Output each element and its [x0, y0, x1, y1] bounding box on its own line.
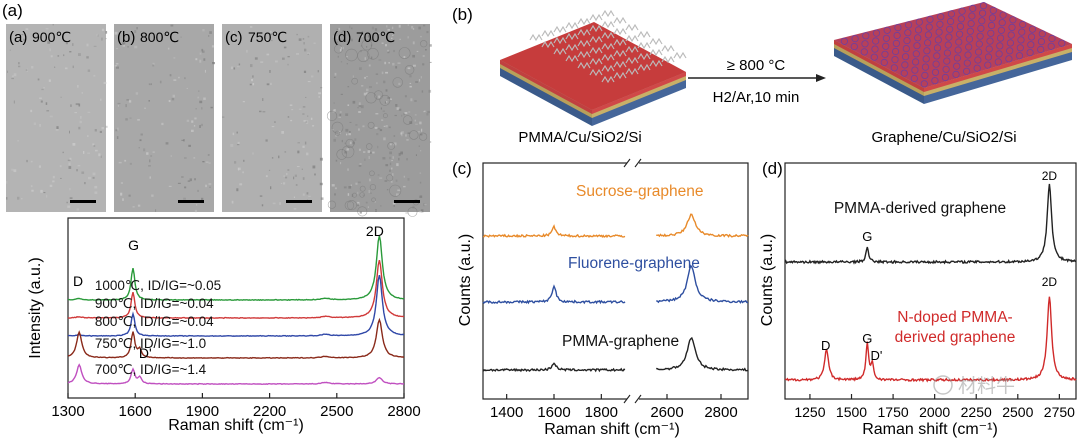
x-tick-label: 2500	[320, 403, 353, 420]
graphene-top-surface	[834, 2, 1072, 88]
series-line-1-seg1	[656, 264, 749, 304]
peak-label: D	[73, 273, 83, 289]
series-line-0-seg1	[656, 213, 749, 238]
peak-label: 2D	[1042, 169, 1058, 183]
peak-label: 2D	[366, 223, 384, 239]
x-tick-label: 1600	[537, 404, 570, 421]
series-line-1-seg0	[482, 284, 626, 305]
pmma-chains	[529, 9, 687, 84]
series-line-2-seg0	[482, 362, 626, 373]
micrograph-row: (a) 900℃ (b) 800℃ (c) 750℃ (d) 700℃	[6, 24, 432, 217]
chart-d-frame	[784, 162, 1077, 400]
series-label-1-line1: N-doped PMMA-	[897, 309, 1012, 326]
x-tick-label: 2200	[253, 403, 286, 420]
schematic-right-wafer	[834, 2, 1072, 104]
graphene-lattice	[840, 2, 1066, 88]
x-tick-label: 2800	[704, 404, 737, 421]
peak-label: G	[862, 229, 872, 244]
series-label-0: Sucrose-graphene	[576, 183, 704, 200]
chart-raman-temperature: 1000℃, ID/IG=~0.05 900℃, ID/IG=~0.04 800℃,…	[27, 217, 421, 434]
scale-bar	[394, 200, 420, 203]
series-line-2-seg1	[656, 336, 749, 372]
process-arrow	[688, 74, 826, 82]
x-tick-label: 2000	[919, 404, 950, 420]
panel-d-label: (d)	[762, 159, 783, 178]
series-line-0-seg0	[482, 224, 626, 239]
peak-label: D	[821, 338, 830, 353]
micrograph-sublabel: (b)	[117, 29, 135, 46]
panel-a-label: (a)	[2, 1, 23, 20]
series-line-3	[67, 317, 405, 359]
micrograph-3: (c) 750℃	[222, 24, 324, 212]
chart-a-frame	[67, 217, 405, 399]
chart-d-ylabel: Counts (a.u.)	[759, 234, 776, 326]
series-line-0	[68, 235, 405, 301]
scale-bar	[70, 200, 96, 203]
peak-label: 2D	[1042, 275, 1058, 289]
series-label-3: 750℃, ID/IG=~1.0	[95, 336, 206, 351]
x-tick-label: 1400	[490, 404, 523, 421]
micrograph-sublabel: (d)	[333, 29, 351, 46]
x-tick-label: 1300	[51, 403, 84, 420]
x-tick-label: 2750	[1044, 404, 1075, 420]
x-tick-label: 1900	[186, 403, 219, 420]
scale-bar	[178, 200, 204, 203]
peak-label: G	[128, 237, 139, 253]
peak-label: D'	[139, 345, 152, 361]
series-label-1: 900℃, ID/IG=~0.04	[95, 296, 214, 311]
series-label-2: 800℃, ID/IG=~0.04	[95, 314, 214, 329]
chart-d-xlabel: Raman shift (cm⁻¹)	[862, 421, 998, 438]
micrograph-4: (d) 700℃	[326, 24, 432, 217]
x-tick-label: 1500	[836, 404, 867, 420]
chart-a-ylabel: Intensity (a.u.)	[27, 257, 44, 358]
micrograph-temperature: 700℃	[356, 29, 395, 45]
condition-temperature: ≥ 800 °C	[727, 57, 786, 74]
chart-c-xlabel: Raman shift (cm⁻¹)	[544, 421, 680, 438]
watermark: 材料牛	[933, 375, 1015, 397]
x-tick-label: 1600	[119, 403, 152, 420]
condition-gas: H2/Ar,10 min	[713, 89, 800, 106]
series-line-1	[784, 296, 1077, 383]
series-label-0: 1000℃, ID/IG=~0.05	[95, 278, 221, 293]
micrograph-2: (b) 800℃	[114, 24, 215, 213]
micrograph-temperature: 750℃	[248, 29, 287, 45]
series-line-4	[67, 363, 405, 386]
x-tick-label: 2600	[650, 404, 683, 421]
x-tick-label: 1800	[585, 404, 618, 421]
x-tick-label: 1750	[878, 404, 909, 420]
series-label-1: Fluorene-graphene	[568, 255, 700, 272]
chart-c-frame	[482, 162, 749, 400]
chart-a-xlabel: Raman shift (cm⁻¹)	[168, 417, 304, 434]
panel-b-label: (b)	[452, 5, 473, 24]
panel-c-label: (c)	[452, 159, 472, 178]
schematic-left-wafer	[500, 9, 687, 126]
series-line-1	[67, 259, 405, 320]
x-tick-label: 1250	[794, 404, 825, 420]
scale-bar	[286, 200, 312, 203]
micrograph-temperature: 900℃	[32, 29, 71, 45]
chart-c-ylabel: Counts (a.u.)	[457, 234, 474, 326]
substrate-left-label: PMMA/Cu/SiO2/Si	[518, 129, 641, 146]
chart-raman-precursors: Sucrose-graphene Fluorene-graphene PMMA-gr…	[457, 158, 749, 438]
series-label-2: PMMA-graphene	[562, 333, 679, 350]
series-label-4: 700℃, ID/IG=~1.4	[95, 362, 207, 377]
micrograph-1: (a) 900℃	[6, 24, 108, 212]
peak-label: D'	[871, 348, 883, 363]
chart-raman-ndoped: 1250 1500 1750 2000 2250 2500 2750 PMMA-derive…	[759, 162, 1077, 438]
x-tick-label: 2500	[1002, 404, 1033, 420]
series-label-1-line2: derived graphene	[895, 329, 1016, 346]
watermark-text: 材料牛	[958, 375, 1015, 397]
series-line-0	[784, 183, 1077, 265]
peak-label: G	[862, 331, 872, 346]
substrate-right-label: Graphene/Cu/SiO2/Si	[871, 129, 1016, 146]
x-tick-label: 2800	[387, 403, 420, 420]
micrograph-sublabel: (c)	[225, 29, 243, 46]
series-line-2	[67, 274, 405, 338]
x-tick-label: 2250	[961, 404, 992, 420]
micrograph-temperature: 800℃	[140, 29, 179, 45]
series-label-0: PMMA-derived graphene	[834, 200, 1006, 217]
micrograph-sublabel: (a)	[9, 29, 27, 46]
